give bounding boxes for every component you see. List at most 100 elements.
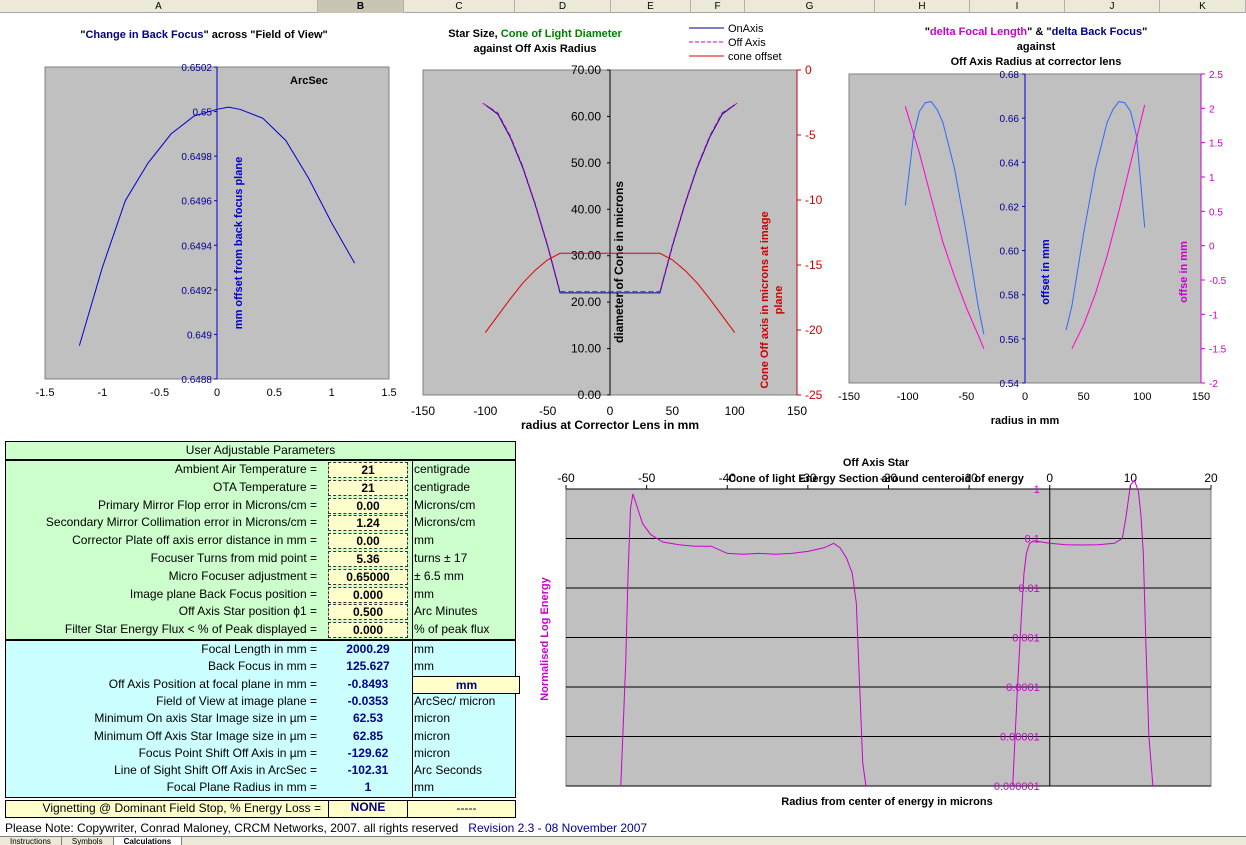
chart-title-part: "	[1142, 26, 1147, 38]
x-axis-label: radius at Corrector Lens in mm	[521, 418, 699, 432]
sheet-tab-symbols[interactable]: Symbols	[62, 837, 114, 845]
param-row: Corrector Plate off axis error distance …	[6, 532, 515, 551]
chart-title-part: delta Focal Length	[930, 26, 1027, 38]
y-tick-label: 0.6502	[181, 63, 212, 74]
param-label: Micro Focuser adjustment =	[168, 568, 317, 583]
param-row: Focal Plane Radius in mm = 1 mm	[6, 779, 515, 798]
x-tick-label: -1	[97, 387, 107, 399]
y-tick-label: 0.56	[1000, 335, 1020, 346]
param-label: Minimum Off Axis Star Image size in µm =	[93, 728, 317, 743]
param-input-cell[interactable]: 1.24	[328, 515, 408, 532]
column-header-g[interactable]: G	[745, 0, 875, 13]
param-label: Primary Mirror Flop error in Microns/cm …	[97, 497, 317, 512]
y-tick-label: 0.0001	[1006, 682, 1040, 694]
column-header-i[interactable]: I	[970, 0, 1065, 13]
y2-tick-label: 0.5	[1209, 207, 1223, 218]
x-tick-label: 100	[725, 404, 745, 418]
x-tick-label: -40	[719, 471, 737, 485]
column-header-f[interactable]: F	[691, 0, 745, 13]
y-axis-label: Normalised Log Energy	[539, 576, 551, 700]
param-unit: centigrade	[412, 478, 520, 497]
y-tick-label: 0.000001	[994, 781, 1040, 793]
param-input-cell[interactable]: 0.65000	[328, 568, 408, 585]
y2-tick-label: 0	[805, 63, 812, 77]
y2-tick-label: -5	[805, 128, 816, 142]
x-tick-label: -0.5	[150, 387, 169, 399]
column-header-k[interactable]: K	[1160, 0, 1246, 13]
param-input-cell[interactable]: 0.00	[328, 533, 408, 550]
y-axis-label: diameter of Cone in microns	[612, 181, 626, 343]
param-label: Off Axis Position at focal plane in mm =	[108, 676, 317, 691]
x-tick-label: -30	[799, 471, 817, 485]
chart-title-part: Change in Back Focus	[85, 29, 203, 41]
param-row: Off Axis Star position ϕ1 = 0.500 Arc Minu…	[6, 603, 515, 622]
delta-focal-chart: "delta Focal Length" & "delta Back Focus…	[838, 26, 1227, 427]
param-row: Micro Focuser adjustment = 0.65000 ± 6.5 …	[6, 567, 515, 586]
y2-tick-label: 0	[1209, 242, 1215, 253]
param-unit: mm	[412, 675, 520, 694]
legend-entry: cone offset	[728, 51, 782, 63]
param-output-cell: 1	[364, 780, 372, 795]
sheet-tab-calculations[interactable]: Calculations	[113, 837, 183, 845]
y2-axis-label-line: plane	[773, 286, 785, 315]
x-tick-label: 0.5	[267, 387, 282, 399]
param-row: Secondary Mirror Collimation error in Mi…	[6, 514, 515, 533]
x-tick-label: 50	[1078, 391, 1090, 403]
param-output-cell: -0.0353	[347, 693, 389, 708]
y2-tick-label: -20	[805, 323, 823, 337]
y2-tick-label: -10	[805, 193, 823, 207]
param-input-cell[interactable]: 0.000	[328, 622, 408, 639]
x-tick-label: 150	[787, 404, 807, 418]
y-tick-label: 20.00	[571, 295, 601, 309]
y-tick-label: 0.649	[187, 330, 212, 341]
column-header-b[interactable]: B	[318, 0, 404, 13]
chart-title-part: Star Size,	[448, 28, 501, 40]
param-label: Secondary Mirror Collimation error in Mi…	[45, 515, 317, 530]
legend-entry: Off Axis	[728, 37, 766, 49]
x-axis-label: Radius from center of energy in microns	[781, 796, 993, 808]
param-input-cell[interactable]: 5.36	[328, 551, 408, 567]
param-unit: mm	[412, 585, 520, 604]
y-tick-label: 0.1	[1024, 534, 1039, 546]
series-line	[620, 493, 867, 787]
param-unit: mm	[412, 641, 520, 659]
column-header-c[interactable]: C	[404, 0, 515, 13]
param-unit: mm	[412, 779, 520, 798]
param-unit: mm	[412, 658, 520, 677]
y2-axis-label-line: Cone Off axis in microns at image	[759, 211, 771, 388]
y2-tick-label: -1	[1209, 310, 1218, 321]
param-row: Focal Length in mm = 2000.29 mm	[6, 641, 515, 659]
y-tick-label: 0.00	[578, 388, 602, 402]
param-unit: micron	[412, 710, 520, 729]
x-tick-label: -10	[960, 471, 978, 485]
x-tick-label: -60	[557, 471, 575, 485]
param-unit: % of peak flux	[412, 621, 520, 640]
sheet-tab-instructions[interactable]: Instructions	[0, 837, 62, 845]
param-input-cell[interactable]: 0.500	[328, 604, 408, 621]
param-label: Focal Length in mm =	[201, 642, 317, 656]
column-header-d[interactable]: D	[515, 0, 611, 13]
series-line	[904, 106, 985, 349]
param-unit: ± 6.5 mm	[412, 567, 520, 586]
column-header-a[interactable]: A	[0, 0, 318, 13]
param-input-cell[interactable]: 21	[328, 479, 408, 496]
y-tick-label: 0.64	[1000, 158, 1020, 169]
param-input-cell[interactable]: 0.000	[328, 586, 408, 603]
column-header-h[interactable]: H	[875, 0, 970, 13]
y-tick-label: 0.6498	[181, 152, 212, 163]
param-unit: Microns/cm	[412, 514, 520, 533]
param-input-cell[interactable]: 21	[328, 462, 408, 478]
param-row: Minimum Off Axis Star Image size in µm =…	[6, 727, 515, 746]
chart-title: "delta Focal Length" & "delta Back Focus…	[925, 26, 1148, 38]
column-header-e[interactable]: E	[611, 0, 691, 13]
param-input-cell[interactable]: 0.00	[328, 497, 408, 514]
y2-tick-label: -25	[805, 388, 823, 402]
param-row: Primary Mirror Flop error in Microns/cm …	[6, 496, 515, 515]
column-header-j[interactable]: J	[1065, 0, 1160, 13]
x-tick-label: -100	[473, 404, 497, 418]
param-row: Off Axis Position at focal plane in mm =…	[6, 675, 520, 694]
series-line-cone-offset	[484, 252, 736, 333]
param-output-cell: -0.8493	[347, 676, 389, 691]
param-unit: ArcSec/ micron	[412, 692, 520, 711]
param-unit: turns ± 17	[412, 550, 520, 568]
